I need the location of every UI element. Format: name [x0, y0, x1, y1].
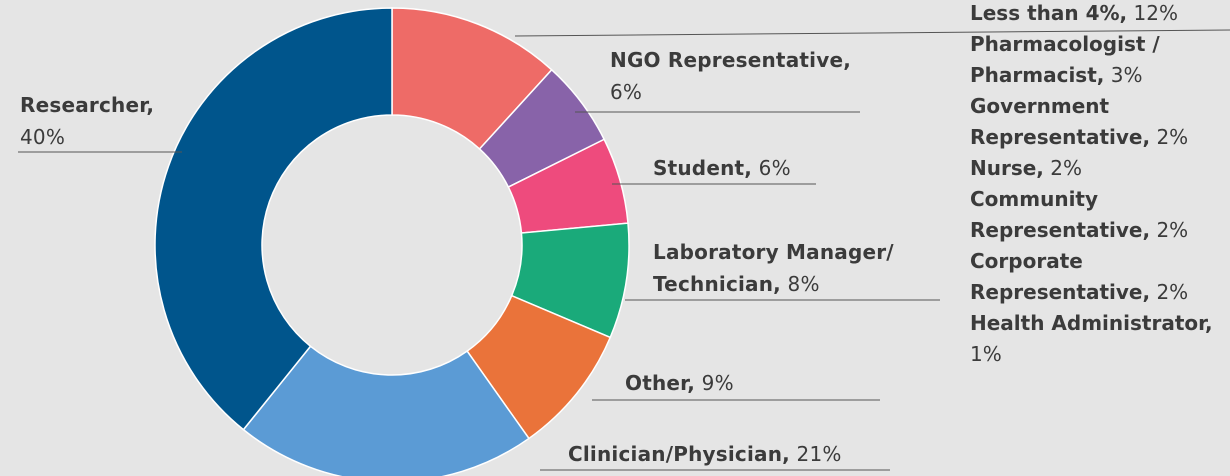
donut-segment	[242, 345, 530, 476]
label-name: Student,	[653, 156, 753, 180]
label-value: 6%	[758, 156, 791, 180]
list-item: Nurse, 2%	[970, 153, 1230, 184]
item-value: 2%	[1050, 156, 1082, 180]
segment-label: Student, 6%	[653, 152, 953, 184]
list-item: Health Administrator, 1%	[970, 308, 1230, 370]
item-name: Government Representative,	[970, 94, 1151, 149]
label-name: Researcher,	[20, 93, 155, 117]
list-item: Government Representative, 2%	[970, 91, 1230, 153]
label-name: NGO Representative,	[610, 48, 852, 72]
item-value: 1%	[970, 342, 1002, 366]
item-name: Pharmacologist / Pharmacist,	[970, 32, 1160, 87]
item-value: 2%	[1156, 280, 1189, 304]
item-value: 3%	[1110, 63, 1143, 87]
leader-line	[514, 29, 1230, 37]
item-value: 12%	[1133, 1, 1178, 25]
label-value: 40%	[20, 125, 66, 149]
label-name: Other,	[625, 371, 696, 395]
item-name: Health Administrator,	[970, 311, 1213, 335]
segment-label: Researcher, 40%	[20, 89, 190, 153]
item-value: 2%	[1156, 125, 1189, 149]
segment-label: Laboratory Manager/ Technician, 8%	[653, 236, 943, 300]
list-item: Pharmacologist / Pharmacist, 3%	[970, 29, 1230, 91]
list-item: Community Representative, 2%	[970, 184, 1230, 246]
segment-label: NGO Representative, 6%	[610, 44, 860, 108]
segment-label: Other, 9%	[625, 367, 925, 399]
label-value: 21%	[796, 442, 842, 466]
label-name: Clinician/Physician,	[568, 442, 790, 466]
item-name: Community Representative,	[970, 187, 1151, 242]
list-item: Corporate Representative, 2%	[970, 246, 1230, 308]
donut-segment	[154, 7, 393, 431]
label-value: 6%	[610, 80, 643, 104]
item-name: Less than 4%,	[970, 1, 1128, 25]
item-value: 2%	[1156, 218, 1189, 242]
breakdown-list: Less than 4%, 12% Pharmacologist / Pharma…	[970, 0, 1230, 370]
segment-label: Clinician/Physician, 21%	[568, 438, 908, 470]
item-name: Nurse,	[970, 156, 1044, 180]
label-value: 9%	[701, 371, 734, 395]
item-name: Corporate Representative,	[970, 249, 1151, 304]
label-name: Laboratory Manager/ Technician,	[653, 240, 894, 296]
list-item: Less than 4%, 12%	[970, 0, 1230, 29]
label-value: 8%	[787, 272, 820, 296]
